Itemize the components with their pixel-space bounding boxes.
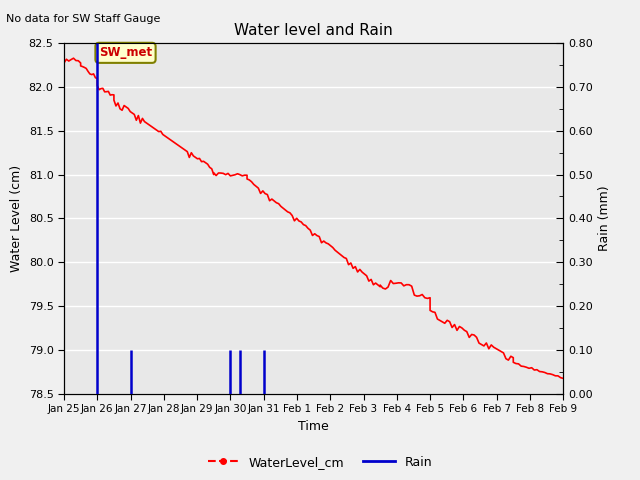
X-axis label: Time: Time	[298, 420, 329, 432]
Legend: WaterLevel_cm, Rain: WaterLevel_cm, Rain	[203, 451, 437, 474]
Title: Water level and Rain: Water level and Rain	[234, 23, 393, 38]
Y-axis label: Rain (mm): Rain (mm)	[598, 186, 611, 251]
Text: No data for SW Staff Gauge: No data for SW Staff Gauge	[6, 14, 161, 24]
Text: SW_met: SW_met	[99, 47, 152, 60]
Y-axis label: Water Level (cm): Water Level (cm)	[10, 165, 23, 272]
